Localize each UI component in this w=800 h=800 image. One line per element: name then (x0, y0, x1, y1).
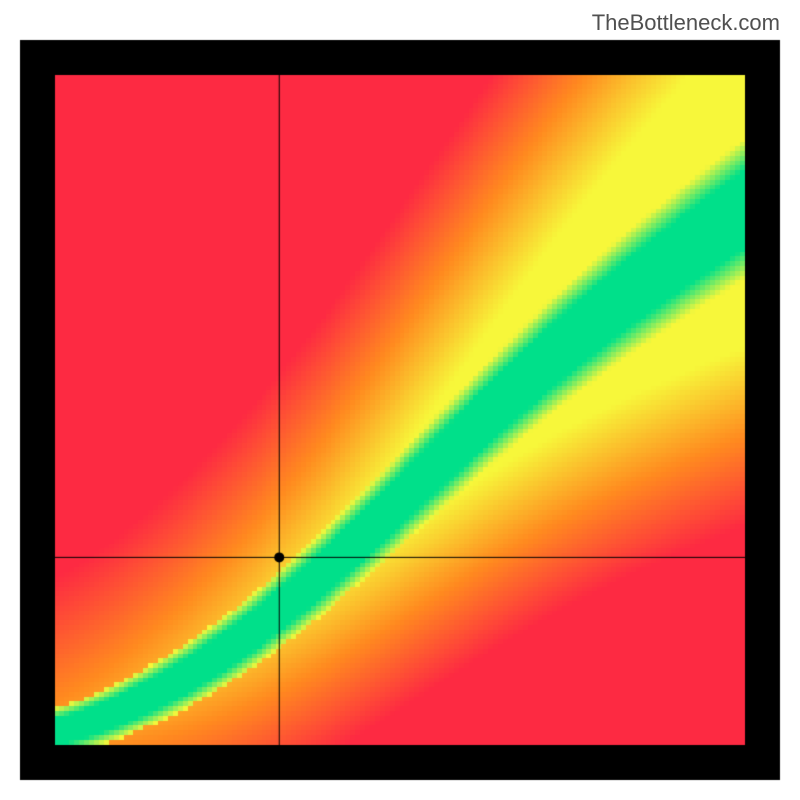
bottleneck-heatmap-canvas (0, 0, 800, 800)
watermark-label: TheBottleneck.com (592, 10, 780, 36)
chart-container: TheBottleneck.com (0, 0, 800, 800)
